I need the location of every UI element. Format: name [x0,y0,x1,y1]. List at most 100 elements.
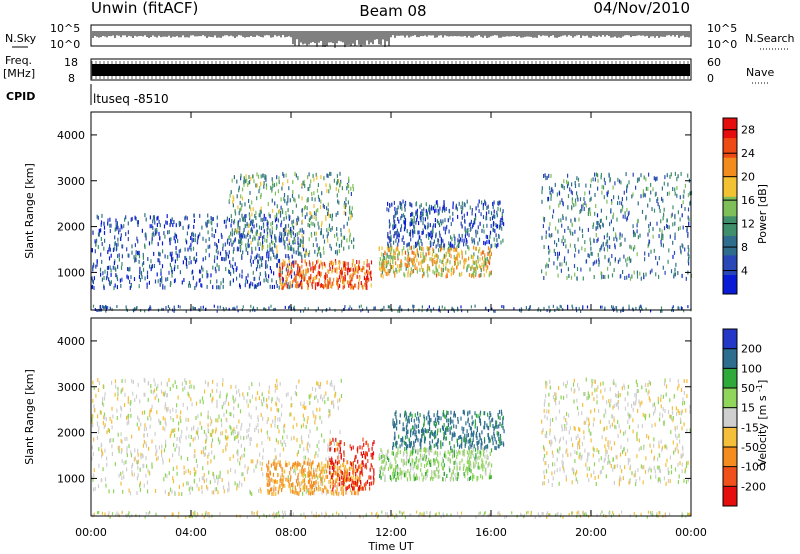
echo-point [297,271,300,276]
echo-point [305,268,307,273]
echo-point [349,488,352,493]
echo-point [390,250,392,255]
echo-point [214,241,216,246]
echo-point [309,443,311,448]
echo-point [422,246,424,251]
echo-point [410,271,412,276]
echo-point [270,247,272,252]
echo-point [111,406,113,411]
echo-point [174,259,176,264]
echo-point [269,487,272,492]
echo-point [219,305,221,309]
echo-point [471,211,473,216]
echo-point [421,231,423,235]
echo-point [259,272,261,277]
echo-point [253,179,255,184]
echo-point [687,173,689,178]
echo-point [292,469,294,474]
echo-point [482,215,485,220]
echo-point [432,261,434,266]
echo-point [115,384,117,389]
echo-point [103,246,105,251]
echo-point [429,207,431,212]
echo-point [304,250,307,255]
echo-point [94,239,96,244]
echo-point [151,237,153,242]
echo-point [237,205,239,210]
echo-point [336,472,338,477]
echo-point [162,426,164,431]
echo-point [162,249,164,254]
echo-point [288,186,290,191]
echo-point [173,442,175,447]
echo-point [115,273,117,278]
echo-point [247,273,249,278]
echo-point [603,195,605,200]
echo-point [574,253,576,258]
echo-point [288,261,291,266]
echo-point [255,406,257,411]
echo-point [390,264,392,269]
echo-point [466,231,468,236]
echo-point [204,380,207,385]
echo-point [137,223,139,227]
echo-point [127,230,129,235]
echo-point [118,473,120,478]
echo-point [446,224,448,229]
echo-point [161,276,163,281]
echo-point [245,243,247,248]
echo-point [488,250,490,255]
echo-point [158,219,160,224]
echo-point [349,232,351,237]
echo-point [389,222,391,227]
echo-point [292,231,294,236]
echo-point [471,272,473,277]
echo-point [327,489,329,494]
echo-point [209,480,211,485]
echo-point [151,224,153,229]
echo-point [126,450,128,455]
echo-point [387,305,389,309]
echo-point [230,190,232,195]
echo-point [411,203,413,208]
echo-point [335,212,337,217]
echo-point [287,232,289,237]
echo-point [334,250,337,255]
echo-point [325,391,327,396]
echo-point [142,252,144,257]
echo-point [229,412,231,416]
echo-point [486,256,488,261]
echo-point [424,217,426,222]
echo-point [586,305,589,309]
echo-point [259,487,261,492]
echo-point [301,472,303,477]
echo-point [403,272,405,277]
echo-point [267,435,269,440]
echo-point [279,280,281,285]
echo-point [276,204,278,209]
echo-point [287,478,289,483]
echo-point [603,177,605,182]
echo-point [233,197,235,202]
echo-point [270,487,272,492]
echo-point [407,251,409,256]
echo-point [161,444,163,449]
echo-point [216,475,218,480]
echo-point [561,239,563,244]
echo-point [291,247,293,252]
echo-point [611,200,613,205]
echo-point [450,241,452,246]
echo-point [284,245,286,250]
echo-point [244,218,246,223]
echo-point [358,464,360,469]
echo-point [421,209,423,213]
echo-point [128,444,130,449]
echo-point [430,231,432,235]
echo-point [239,393,241,397]
echo-point [297,176,299,181]
echo-point [94,486,96,491]
echo-point [636,270,638,275]
echo-point [425,252,427,257]
echo-point [127,267,129,271]
echo-point [239,480,241,485]
